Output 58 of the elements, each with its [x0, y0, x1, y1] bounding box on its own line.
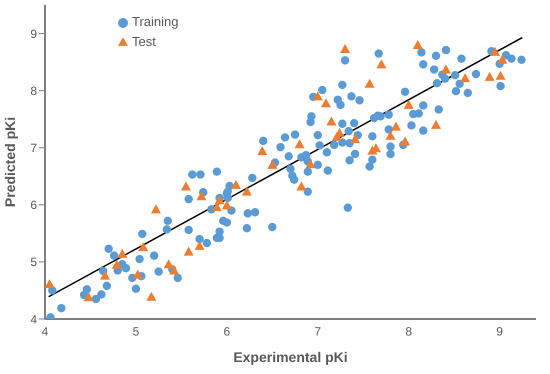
point [267, 160, 278, 169]
point [222, 200, 232, 210]
point [45, 279, 55, 288]
point [412, 40, 423, 49]
y-tick-label: 4 [30, 312, 38, 326]
point [112, 260, 122, 269]
x-tick-label: 6 [224, 324, 231, 339]
y-axis-title: Predicted pKi [2, 116, 18, 208]
point [312, 91, 323, 100]
point [138, 242, 148, 252]
point [196, 191, 206, 200]
point [440, 64, 451, 74]
point [430, 120, 441, 129]
point [306, 159, 316, 168]
x-axis-title: Experimental pKi [233, 349, 348, 365]
point [169, 265, 180, 274]
point [350, 134, 360, 144]
point [194, 240, 205, 250]
point [164, 259, 174, 268]
point [326, 116, 336, 126]
point [490, 46, 500, 56]
x-tick-label: 5 [132, 324, 140, 339]
point [180, 182, 191, 191]
point [117, 248, 128, 258]
point [242, 186, 252, 196]
point [184, 246, 194, 256]
y-tick-label: 8 [30, 84, 38, 98]
point [497, 54, 508, 64]
point [460, 73, 470, 82]
legend-label: Test [132, 34, 156, 49]
point [230, 180, 241, 189]
point [404, 100, 414, 109]
point [84, 292, 94, 302]
point [100, 270, 110, 280]
y-tick-label: 9 [30, 26, 38, 41]
legend-label: Training [132, 14, 178, 29]
point [146, 292, 156, 301]
point [296, 182, 306, 191]
y-tick-label: 5 [30, 255, 38, 270]
y-tick-label: 7 [30, 140, 38, 155]
point [390, 122, 401, 131]
point [150, 204, 161, 214]
point [364, 78, 375, 88]
x-tick-label: 7 [314, 324, 322, 339]
y-tick-label: 6 [30, 198, 38, 212]
point [496, 70, 506, 80]
point [320, 98, 331, 108]
x-tick-label: 8 [405, 324, 412, 339]
x-tick-label: 9 [496, 324, 504, 339]
x-tick-label: 4 [42, 324, 49, 339]
point [294, 139, 305, 148]
point [257, 146, 268, 156]
point [386, 130, 396, 140]
point [376, 59, 386, 68]
point [400, 136, 410, 146]
point [132, 269, 143, 278]
point [484, 72, 495, 81]
point [340, 44, 350, 53]
